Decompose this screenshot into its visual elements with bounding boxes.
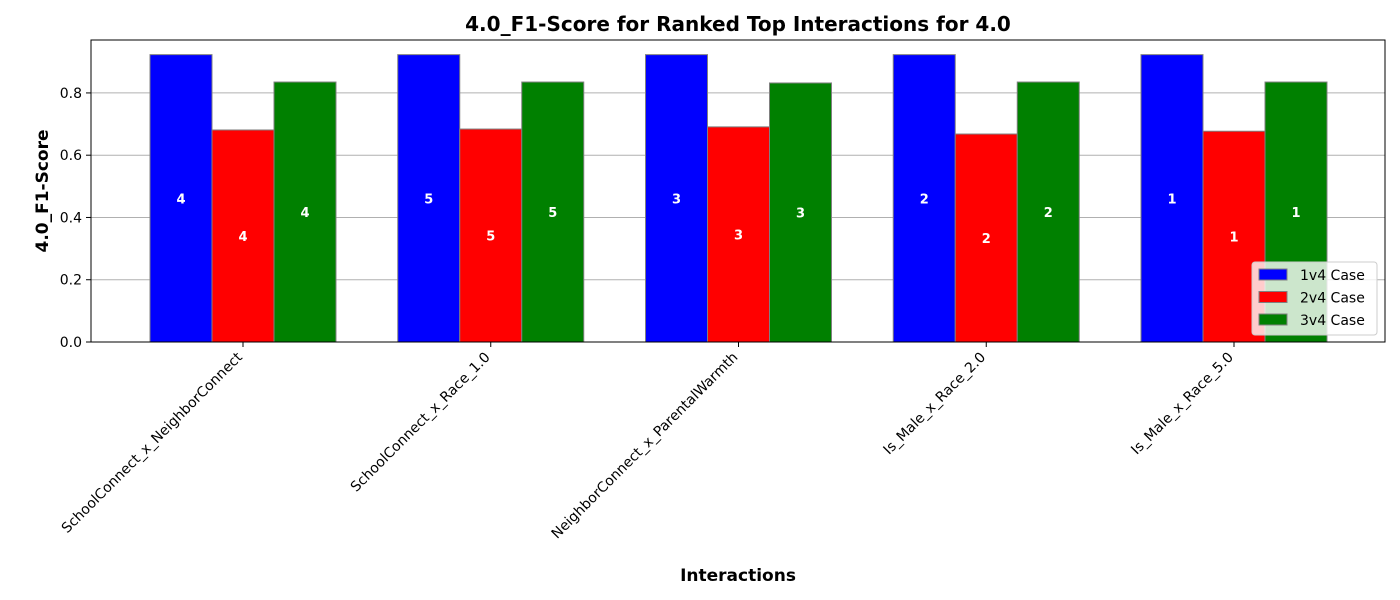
bar [1140, 54, 1204, 343]
x-axis-label: Interactions [680, 566, 796, 586]
legend-swatch [1258, 268, 1288, 281]
y-tick-label: 0.4 [60, 210, 82, 226]
bar-label: 4 [176, 192, 185, 207]
legend-entry: 2v4 Case [1300, 291, 1365, 307]
bar-label: 4 [300, 206, 309, 221]
legend-swatch [1258, 291, 1288, 303]
y-axis-label: 4.0_F1-Score [33, 129, 53, 252]
bar [459, 128, 523, 343]
legend: 1v4 Case 2v4 Case 3v4 Case [1251, 261, 1378, 336]
bars [149, 54, 1328, 343]
bar-label: 4 [238, 230, 247, 245]
bar-label: 3 [734, 228, 743, 243]
bar [954, 133, 1018, 343]
bar [149, 54, 213, 343]
bar [769, 82, 832, 343]
y-tick-label: 0.8 [60, 86, 82, 102]
x-axis: SchoolConnect_x_NeighborConnect SchoolCon… [59, 342, 1237, 542]
bar-label: 5 [548, 206, 557, 221]
x-tick-label: Is_Male_x_Race_5.0 [1128, 350, 1237, 459]
bar [273, 81, 337, 343]
bar-label: 2 [1044, 206, 1053, 221]
chart-title: 4.0_F1-Score for Ranked Top Interactions… [465, 12, 1011, 36]
bar-labels: 4 4 4 5 5 5 3 3 3 2 2 2 1 1 1 [176, 192, 1300, 247]
y-tick-label: 0.2 [60, 273, 82, 289]
bar [645, 54, 708, 343]
bar [892, 54, 956, 343]
bar-label: 5 [486, 230, 495, 245]
bar [521, 81, 585, 343]
bar-label: 3 [672, 192, 681, 207]
legend-entry: 1v4 Case [1300, 268, 1365, 284]
bar-label: 1 [1167, 192, 1176, 207]
bar-label: 5 [424, 192, 433, 207]
x-tick-label: SchoolConnect_x_Race_1.0 [348, 350, 494, 496]
bar [397, 54, 461, 343]
y-tick-label: 0.0 [60, 335, 82, 351]
x-tick-label: Is_Male_x_Race_2.0 [881, 350, 990, 459]
bar-label: 3 [796, 206, 805, 221]
y-tick-label: 0.6 [60, 148, 82, 164]
y-axis: 0.0 0.2 0.4 0.6 0.8 [60, 86, 91, 351]
legend-swatch [1258, 313, 1288, 326]
bar-label: 2 [982, 232, 991, 247]
bar-label: 2 [920, 192, 929, 207]
legend-entry: 3v4 Case [1300, 313, 1365, 329]
bar [1016, 81, 1080, 343]
x-tick-label: NeighborConnect_x_ParentalWarmth [549, 350, 742, 543]
bar-label: 1 [1291, 206, 1300, 221]
x-tick-label: SchoolConnect_x_NeighborConnect [59, 349, 246, 536]
bar-label: 1 [1229, 231, 1238, 246]
